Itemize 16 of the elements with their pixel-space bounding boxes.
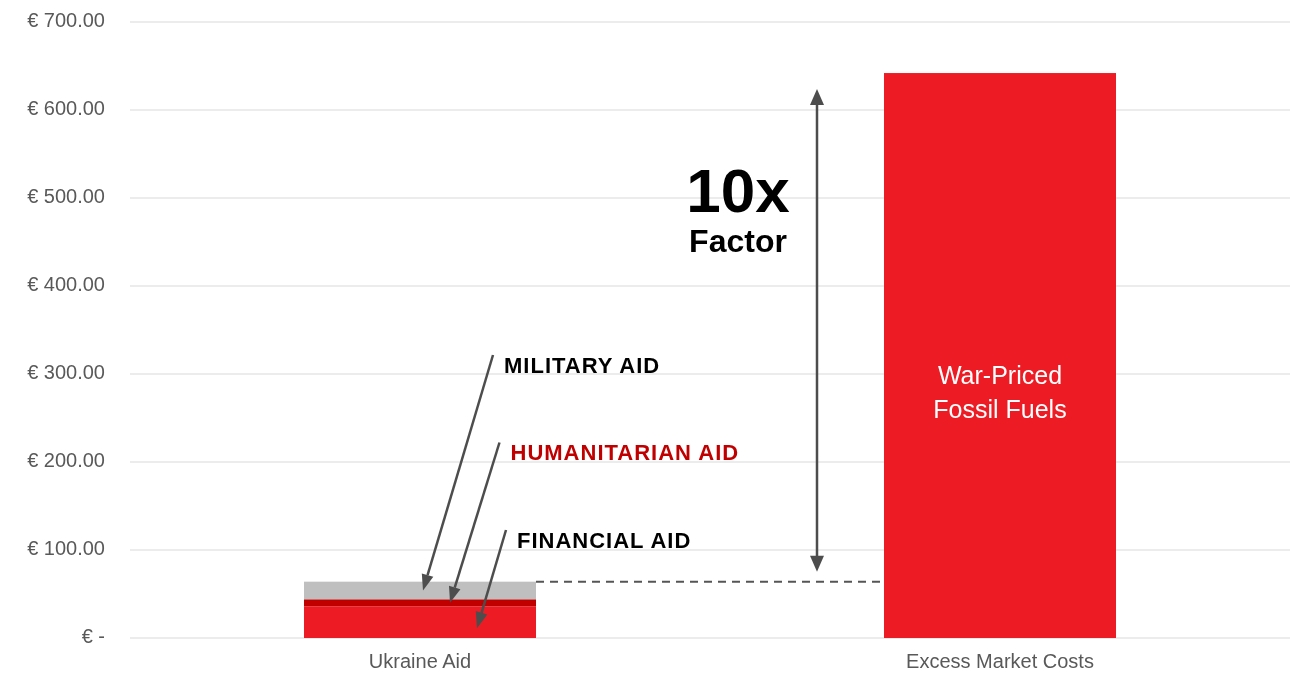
y-tick-label: € 600.00 [27,97,105,120]
text: HUMANITARIAN AID [510,440,740,466]
y-tick-label: € 400.00 [27,273,105,296]
annotation: Factor [689,223,787,259]
y-tick-label: € 200.00 [27,449,105,472]
y-tick-label: € 700.00 [27,9,105,32]
y-tick-label: € 500.00 [27,185,105,208]
series-label: War-Priced Fossil Fuels [933,360,1067,423]
x-tick-label: Ukraine Aid [368,650,472,672]
text: MILITARY AID [504,352,661,378]
y-tick-label: € 100.00 [27,537,105,560]
y-tick-label: € 300.00 [27,361,105,384]
x-tick-label: Excess Market Costs [906,650,1094,672]
annotation: 10x [686,156,791,225]
y-tick-label: € - [81,625,105,648]
text: FINANCIAL AID [517,527,692,553]
